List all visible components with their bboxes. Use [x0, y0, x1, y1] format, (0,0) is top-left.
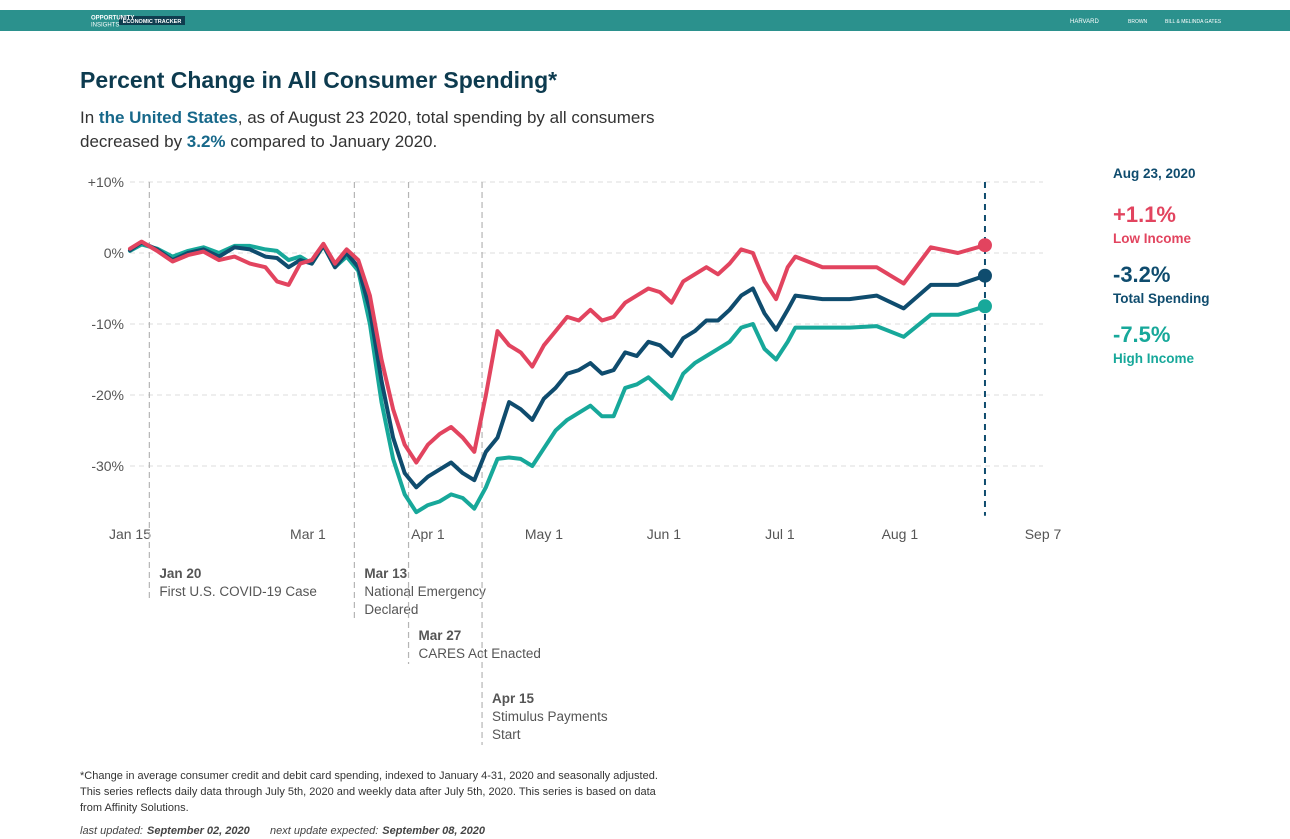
event-text: Stimulus Payments: [492, 709, 608, 724]
x-tick-label: Apr 1: [411, 526, 445, 542]
event-text: National Emergency: [364, 584, 486, 599]
subtitle-text: decreased by: [80, 132, 187, 151]
chart-title: Percent Change in All Consumer Spending*: [80, 67, 557, 93]
logo-line: INSIGHTS: [91, 23, 119, 29]
product-name: ECONOMIC TRACKER: [123, 19, 182, 25]
header-bar: [0, 10, 1290, 31]
x-tick-label: Jan 15: [109, 526, 151, 542]
marker-label: Aug 23, 2020: [1113, 166, 1196, 181]
update-info: last updated: September 02, 2020: [80, 825, 251, 837]
legend-label: High Income: [1113, 351, 1194, 366]
logo-line: OPPORTUNITY: [91, 16, 134, 22]
end-value-label: -3.2%: [1113, 262, 1170, 287]
subtitle: In the United States, as of August 23 20…: [80, 108, 655, 151]
legend-label: Low Income: [1113, 231, 1191, 246]
end-dot: [977, 299, 992, 314]
subtitle-highlight: the United States: [99, 108, 238, 127]
footnote: *Change in average consumer credit and d…: [80, 770, 658, 782]
series-line: [128, 240, 987, 490]
event-date: Mar 27: [419, 628, 462, 643]
event-text: CARES Act Enacted: [419, 646, 541, 661]
update-date: September 08, 2020: [382, 825, 486, 837]
end-dot: [977, 268, 992, 283]
footnote: This series reflects daily data through …: [80, 786, 657, 798]
end-value-label: -7.5%: [1113, 322, 1170, 347]
series-line: [128, 239, 987, 465]
subtitle-line: decreased by 3.2% compared to January 20…: [80, 132, 437, 151]
x-tick-label: Jun 1: [647, 526, 681, 542]
update-label: last updated:: [80, 825, 143, 837]
end-dot: [977, 238, 992, 253]
y-tick-label: -10%: [91, 316, 124, 332]
subtitle-text: In: [80, 108, 99, 127]
partner: BILL & MELINDA GATES: [1165, 19, 1222, 25]
partner: HARVARD: [1070, 19, 1099, 25]
x-tick-label: Jul 1: [765, 526, 795, 542]
subtitle-line: In the United States, as of August 23 20…: [80, 108, 655, 127]
subtitle-highlight: 3.2%: [187, 132, 226, 151]
event-text: Start: [492, 727, 521, 742]
update-label: next update expected:: [270, 825, 378, 837]
product-badge: [119, 16, 185, 25]
event-date: Jan 20: [159, 566, 201, 581]
plot: +10% 0% -10% -20% -30% Jan 15 Mar 1 Apr 1 May 1 J…: [80, 166, 1210, 837]
x-tick-label: Mar 1: [290, 526, 326, 542]
event-date: Mar 13: [364, 566, 407, 581]
y-tick-label: -30%: [91, 458, 124, 474]
event-text: First U.S. COVID-19 Case: [159, 584, 317, 599]
subtitle-text: compared to January 2020.: [226, 132, 438, 151]
y-tick-label: 0%: [104, 245, 124, 261]
partner: BROWN: [1128, 19, 1148, 25]
event-date: Apr 15: [492, 691, 535, 706]
x-tick-label: May 1: [525, 526, 563, 542]
event-text: Declared: [364, 602, 418, 617]
y-tick-label: +10%: [88, 174, 124, 190]
x-tick-label: Aug 1: [882, 526, 919, 542]
series-line: [128, 242, 987, 515]
legend-label: Total Spending: [1113, 291, 1210, 306]
y-tick-label: -20%: [91, 387, 124, 403]
footnote: from Affinity Solutions.: [80, 802, 189, 814]
update-date: September 02, 2020: [147, 825, 251, 837]
subtitle-text: , as of August 23 2020, total spending b…: [238, 108, 655, 127]
update-info: next update expected: September 08, 2020: [270, 825, 486, 837]
end-value-label: +1.1%: [1113, 202, 1176, 227]
x-tick-label: Sep 7: [1025, 526, 1062, 542]
